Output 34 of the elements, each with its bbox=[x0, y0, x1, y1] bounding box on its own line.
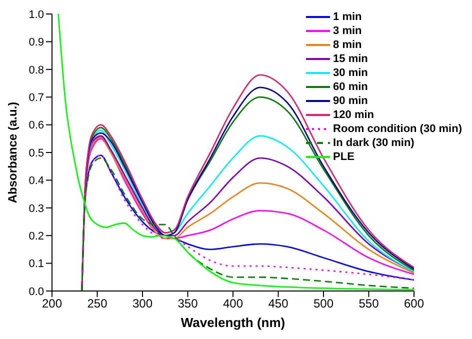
legend-label: PLE bbox=[333, 150, 354, 164]
x-tick-label: 300 bbox=[132, 296, 153, 311]
x-axis-title: Wavelength (nm) bbox=[180, 315, 286, 330]
legend-label: Room condition (30 min) bbox=[333, 122, 462, 136]
x-tick-label: 200 bbox=[42, 296, 62, 311]
x-tick-label: 500 bbox=[313, 296, 334, 311]
y-tick-label: 0.4 bbox=[28, 175, 44, 188]
y-tick-label: 0.0 bbox=[28, 286, 44, 298]
legend-label: In dark (30 min) bbox=[333, 136, 414, 150]
y-tick-label: 0.8 bbox=[28, 64, 44, 76]
line-series bbox=[58, 14, 414, 290]
x-tick-label: 250 bbox=[87, 296, 108, 311]
y-tick-label: 0.1 bbox=[28, 258, 44, 270]
y-tick-label: 0.2 bbox=[28, 230, 44, 243]
y-tick-label: 0.3 bbox=[28, 202, 44, 215]
y-tick-label: 0.7 bbox=[28, 92, 44, 104]
legend-label: 30 min bbox=[333, 66, 368, 80]
y-tick-label: 1.0 bbox=[28, 8, 44, 21]
x-tick-label: 600 bbox=[404, 296, 424, 311]
x-tick-label: 450 bbox=[268, 296, 289, 311]
legend-label: 120 min bbox=[333, 108, 374, 122]
y-tick-label: 0.9 bbox=[28, 36, 44, 49]
y-tick-label: 0.6 bbox=[28, 120, 44, 132]
y-axis-title: Absorbance (a.u.) bbox=[5, 102, 20, 204]
legend-label: 8 min bbox=[333, 38, 362, 52]
legend-label: 90 min bbox=[333, 94, 368, 108]
x-tick-label: 550 bbox=[358, 296, 380, 311]
x-tick-label: 400 bbox=[222, 296, 244, 311]
legend-label: 60 min bbox=[333, 80, 368, 94]
legend-label: 15 min bbox=[333, 52, 368, 66]
y-tick-label: 0.5 bbox=[28, 147, 44, 160]
legend-label: 1 min bbox=[333, 10, 362, 24]
x-tick-label: 350 bbox=[178, 296, 198, 311]
legend-label: 3 min bbox=[333, 24, 362, 38]
